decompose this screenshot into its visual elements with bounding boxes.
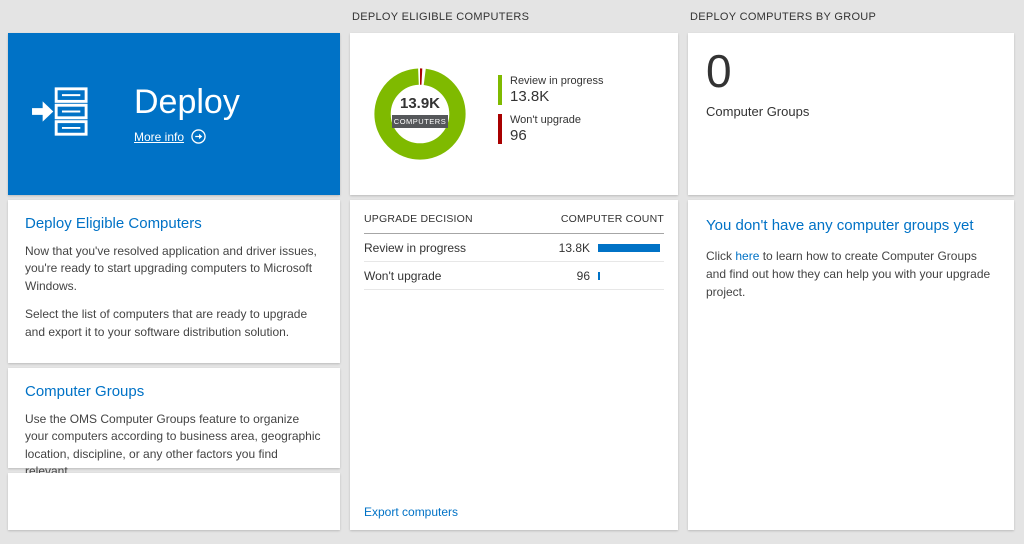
left-filler-card [8, 473, 340, 530]
donut-center-value: 13.9K [399, 95, 441, 112]
computer-groups-count: 0 [706, 45, 732, 97]
legend-value: 13.8K [510, 88, 550, 105]
legend-item-wont-upgrade: Won't upgrade 96 [498, 114, 604, 144]
computers-donut-chart[interactable]: 13.9K COMPUTERS [372, 66, 468, 162]
donut-legend: Review in progress 13.8K Won't upgrade 9… [498, 75, 604, 153]
row-count-bar [598, 271, 600, 280]
deploy-eligible-paragraph-2: Select the list of computers that are re… [25, 307, 308, 339]
row-label: Won't upgrade [364, 268, 442, 283]
here-link[interactable]: here [735, 249, 760, 263]
computer-groups-heading: Computer Groups [25, 383, 145, 400]
computer-groups-description-card: Computer Groups Use the OMS Computer Gro… [8, 368, 340, 478]
column-deploy-by-group: DEPLOY COMPUTERS BY GROUP 0 Computer Gro… [688, 0, 1014, 544]
row-label: Review in progress [364, 240, 467, 255]
deploy-icon [30, 84, 92, 145]
computer-groups-paragraph: Use the OMS Computer Groups feature to o… [25, 412, 321, 479]
empty-text-after: to learn how to create Computer Groups a… [706, 249, 991, 299]
column-header-computer-count: COMPUTER COUNT [560, 213, 664, 225]
more-info-link[interactable]: More info [134, 129, 185, 144]
row-bar-area [598, 243, 664, 252]
deploy-eligible-column-header: DEPLOY ELIGIBLE COMPUTERS [352, 10, 530, 23]
donut-center-label: COMPUTERS [392, 115, 448, 128]
no-computer-groups-heading: You don't have any computer groups yet [706, 217, 974, 234]
legend-color-bar-red [498, 114, 502, 144]
no-computer-groups-text: Click here to learn how to create Comput… [706, 247, 996, 301]
deploy-eligible-heading: Deploy Eligible Computers [25, 215, 202, 232]
legend-value: 96 [510, 127, 527, 144]
table-row[interactable]: Review in progress 13.8K [364, 234, 664, 262]
upgrade-decision-table-card: UPGRADE DECISION COMPUTER COUNT Review i… [350, 200, 678, 530]
arrow-circle-icon[interactable] [191, 129, 206, 144]
column-deploy-eligible: DEPLOY ELIGIBLE COMPUTERS 13.9K COMPUTER… [350, 0, 678, 544]
computer-groups-count-label: Computer Groups [706, 103, 810, 119]
legend-label: Won't upgrade [510, 114, 582, 126]
table-row[interactable]: Won't upgrade 96 [364, 262, 664, 290]
legend-item-review-in-progress: Review in progress 13.8K [498, 75, 604, 105]
export-computers-link[interactable]: Export computers [364, 505, 459, 519]
deploy-by-group-column-header: DEPLOY COMPUTERS BY GROUP [690, 10, 877, 23]
column-header-left-spacer [8, 0, 340, 33]
row-value: 96 [576, 268, 590, 283]
row-count-bar [598, 243, 660, 252]
row-value: 13.8K [558, 240, 590, 255]
table-header-row: UPGRADE DECISION COMPUTER COUNT [364, 200, 664, 234]
donut-chart-svg [374, 68, 466, 160]
computer-groups-count-card[interactable]: 0 Computer Groups [688, 33, 1014, 195]
eligible-computers-chart-card: 13.9K COMPUTERS Review in progress 13.8K… [350, 33, 678, 195]
deploy-overview-tile[interactable]: Deploy More info [8, 33, 340, 195]
legend-color-bar-green [498, 75, 502, 105]
row-bar-area [598, 271, 664, 280]
deploy-tile-title: Deploy [134, 82, 240, 121]
no-computer-groups-card: You don't have any computer groups yet C… [688, 200, 1014, 530]
deploy-tile-text: Deploy More info [134, 82, 240, 144]
deploy-eligible-paragraph-1: Now that you've resolved application and… [25, 244, 317, 293]
deploy-eligible-description-card: Deploy Eligible Computers Now that you'v… [8, 200, 340, 363]
legend-label: Review in progress [510, 75, 604, 87]
empty-text-before: Click [706, 249, 736, 263]
column-deploy-overview: Deploy More info Deploy Eligible Compute… [8, 0, 340, 544]
column-header-upgrade-decision: UPGRADE DECISION [364, 213, 473, 225]
